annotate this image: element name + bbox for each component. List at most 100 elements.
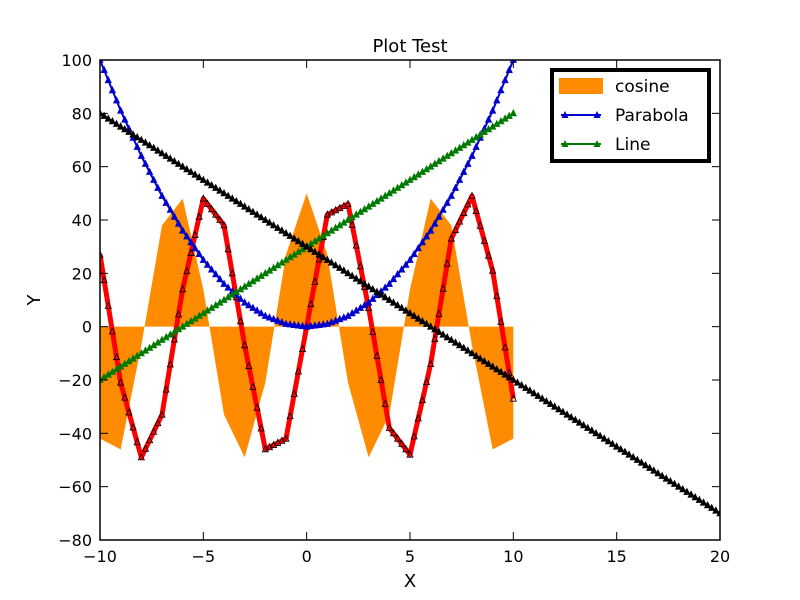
parabola-marker [141,159,150,167]
series-2-marker [484,251,493,259]
series-2-marker [501,343,509,351]
y-tick-label: 40 [72,211,92,230]
series-5-marker [145,140,154,149]
series-5-marker [422,319,431,327]
series-5-marker [608,439,617,447]
series-5-marker [327,258,336,266]
series-2-marker [121,393,129,401]
parabola-marker [261,311,269,319]
series-2-marker [125,408,133,416]
series-5-marker [414,314,422,322]
series-2-marker [352,241,360,249]
series-2-marker [385,423,393,431]
series-2-marker [191,230,199,238]
series-5-marker [703,500,712,509]
parabola-marker [253,306,261,314]
series-5-marker [633,455,641,463]
series-5-marker [278,226,286,234]
parabola-marker [282,319,290,327]
parabola-marker [427,226,435,234]
series-5-marker [679,484,687,493]
series-5-marker [331,260,340,269]
series-5-marker [228,194,236,202]
series-5-marker [509,375,517,383]
series-2-marker [212,210,220,218]
parabola-marker [191,243,199,252]
chart-title: Plot Test [372,36,447,57]
series-5-marker [141,138,150,146]
series-5-marker [373,287,381,295]
line-marker [509,108,517,117]
parabola-marker [497,86,505,94]
series-5-marker [699,498,708,506]
parabola-marker [472,142,480,150]
series-5-marker [319,252,327,261]
parabola-marker [269,314,278,323]
y-tick-label: 100 [61,51,92,70]
series-5-marker [265,218,274,226]
parabola-marker [100,65,108,74]
series-5-marker [691,492,699,501]
series-2-marker [179,284,187,293]
series-2-marker [377,375,385,383]
series-2-marker [418,395,427,404]
parabola-marker [402,260,410,268]
series-2-marker [294,367,303,375]
series-5-marker [480,356,489,365]
series-5-marker [402,306,410,314]
series-2-marker [489,266,497,274]
series-2-marker [480,236,489,244]
series-5-marker [472,351,480,359]
series-5-marker [245,204,253,213]
series-5-marker [274,223,282,231]
series-2-marker [158,410,166,418]
series-2-marker [381,399,389,407]
series-5-marker [121,124,129,133]
parabola-marker [464,159,472,167]
series-5-marker [604,436,613,445]
y-tick-label: −40 [58,424,92,443]
series-5-marker [476,354,484,362]
parabola-marker [389,274,398,283]
series-2-marker [398,439,406,447]
series-5-marker [658,471,666,479]
series-5-marker [617,444,625,453]
series-5-marker [675,482,683,490]
x-tick-label: −10 [83,547,117,566]
series-5-marker [464,346,472,354]
series-2-marker [389,428,398,437]
series-2-marker [410,432,418,440]
parabola-marker [249,303,257,311]
parabola-marker [117,106,125,114]
series-2-marker [228,268,236,277]
series-5-marker [497,367,505,375]
series-2-marker [187,248,195,256]
series-5-marker [447,335,455,343]
y-tick-label: 20 [72,264,92,283]
series-2-marker [369,327,377,335]
series-5-marker [241,202,249,210]
series-5-marker [625,450,633,458]
parabola-marker [422,232,431,240]
series-2-marker [207,204,216,213]
series-2-markers [100,191,517,461]
series-2-marker [493,291,501,300]
series-5-marker [290,234,298,242]
series-5-marker [261,215,269,223]
legend-swatch-cosine [559,78,603,94]
series-5-marker [232,196,241,205]
series-2-marker [245,361,253,370]
parabola-marker [179,226,187,234]
series-2-marker [100,250,104,258]
parabola-marker [468,151,476,159]
series-5-marker [315,250,323,258]
series-5-marker [695,495,703,503]
x-axis-label: X [404,571,416,592]
series-5-marker [385,295,393,303]
series-5-marker [431,324,439,333]
series-5-marker [249,207,257,215]
parabola-marker [274,316,282,324]
series-5-marker [207,180,216,189]
series-2-marker [348,220,356,228]
